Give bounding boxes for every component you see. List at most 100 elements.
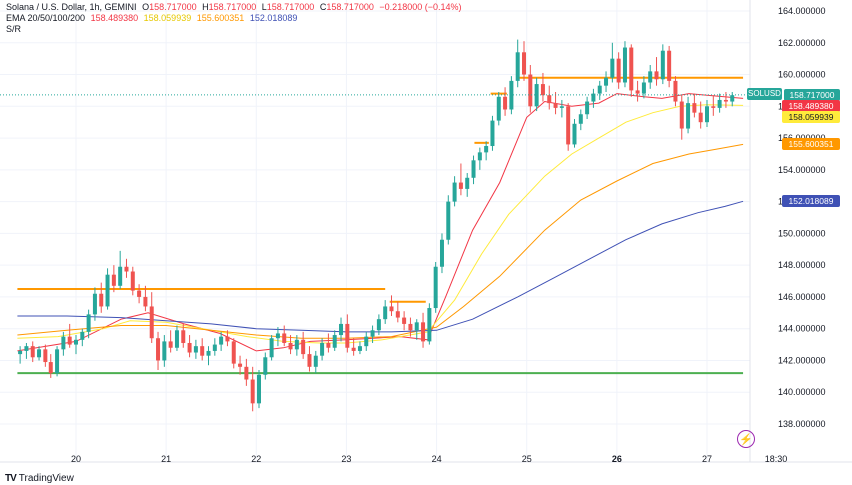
candle-body bbox=[55, 349, 60, 374]
candle-body bbox=[572, 123, 577, 145]
flash-icon[interactable]: ⚡ bbox=[737, 430, 755, 448]
candle-body bbox=[490, 120, 495, 147]
candle-body bbox=[686, 103, 691, 129]
ema-label: EMA 20/50/100/200 bbox=[6, 13, 86, 23]
candle-body bbox=[67, 336, 72, 345]
low-value: 158.717000 bbox=[266, 2, 315, 12]
candle-body bbox=[37, 349, 42, 358]
candle-body bbox=[282, 333, 287, 343]
candle-body bbox=[256, 374, 261, 404]
candle-body bbox=[219, 336, 224, 345]
candle-body bbox=[452, 182, 457, 202]
candle-body bbox=[339, 323, 344, 336]
candle-body bbox=[503, 96, 508, 110]
candle-body bbox=[206, 350, 211, 356]
time-tick-label: 27 bbox=[702, 454, 712, 464]
time-tick-label: 26 bbox=[612, 454, 622, 464]
candle-body bbox=[24, 346, 29, 351]
high-label: H bbox=[202, 2, 209, 12]
candle-body bbox=[585, 101, 590, 115]
candle-body bbox=[723, 99, 728, 102]
candle-body bbox=[622, 47, 627, 83]
candle-body bbox=[547, 95, 552, 104]
candle-body bbox=[667, 50, 672, 81]
candle-body bbox=[711, 106, 716, 108]
candle-body bbox=[61, 336, 66, 350]
price-tick-label: 144.000000 bbox=[778, 324, 826, 334]
ema-line-4 bbox=[17, 200, 744, 333]
candle-body bbox=[357, 346, 362, 351]
candle-body bbox=[414, 322, 419, 331]
candle-body bbox=[250, 379, 255, 404]
change-value: −0.218000 (−0.14%) bbox=[379, 2, 462, 12]
candle-body bbox=[616, 58, 621, 83]
candle-body bbox=[43, 349, 48, 363]
candle-body bbox=[383, 306, 388, 320]
candle-body bbox=[660, 50, 665, 80]
candle-body bbox=[591, 93, 596, 102]
candle-body bbox=[231, 341, 236, 364]
candle-body bbox=[515, 52, 520, 81]
price-tick-label: 162.000000 bbox=[778, 38, 826, 48]
tradingview-brand: TradingView bbox=[18, 473, 74, 484]
time-tick-label: 20 bbox=[71, 454, 81, 464]
candle-body bbox=[212, 344, 217, 351]
sr-label: S/R bbox=[6, 24, 22, 34]
candle-body bbox=[635, 90, 640, 94]
candle-body bbox=[193, 346, 198, 353]
price-tag-1: 158.717000 bbox=[784, 88, 840, 101]
candle-body bbox=[654, 71, 659, 80]
candle-body bbox=[364, 336, 369, 347]
candle-body bbox=[105, 274, 110, 307]
candle-body bbox=[143, 296, 148, 307]
candle-body bbox=[288, 342, 293, 350]
price-tick-label: 148.000000 bbox=[778, 260, 826, 270]
candle-body bbox=[162, 341, 167, 361]
high-value: 158.717000 bbox=[208, 2, 257, 12]
ema20-value: 158.489380 bbox=[90, 13, 139, 23]
candle-body bbox=[648, 71, 653, 83]
candle-body bbox=[48, 362, 53, 374]
candle-body bbox=[433, 266, 438, 309]
price-tag-2: 158.489380 bbox=[782, 99, 840, 112]
candle-body bbox=[446, 201, 451, 240]
candle-body bbox=[421, 322, 426, 342]
candle-body bbox=[80, 331, 85, 340]
price-axis[interactable]: 164.000000162.000000160.000000158.000000… bbox=[778, 6, 826, 429]
ema-lines bbox=[17, 93, 744, 352]
candle-body bbox=[458, 182, 463, 189]
price-tick-label: 156.000000 bbox=[778, 133, 826, 143]
candle-body bbox=[225, 336, 230, 342]
legend-sr-row: S/R bbox=[6, 24, 21, 35]
candle-body bbox=[522, 52, 527, 75]
tradingview-logo[interactable]: TV TradingView bbox=[5, 473, 74, 484]
low-label: L bbox=[261, 2, 267, 12]
ema-line-1 bbox=[17, 93, 744, 352]
candle-body bbox=[130, 271, 135, 291]
candle-body bbox=[477, 152, 482, 161]
candle-body bbox=[301, 339, 306, 355]
candle-body bbox=[389, 306, 394, 312]
candle-body bbox=[111, 274, 116, 286]
chart-grid bbox=[0, 0, 852, 463]
candle-body bbox=[465, 177, 470, 189]
candle-body bbox=[395, 311, 400, 318]
candle-body bbox=[641, 82, 646, 94]
candle-body bbox=[528, 74, 533, 107]
price-tick-label: 138.000000 bbox=[778, 419, 826, 429]
candle-body bbox=[174, 330, 179, 348]
candle-body bbox=[471, 160, 476, 178]
candle-body bbox=[332, 335, 337, 348]
candle-body bbox=[427, 308, 432, 342]
candle-body bbox=[118, 266, 123, 286]
candle-body bbox=[629, 47, 634, 91]
price-tick-label: 150.000000 bbox=[778, 228, 826, 238]
price-tick-label: 164.000000 bbox=[778, 6, 826, 16]
time-axis[interactable]: 20 21 22 23 24 25 26 27 18:30 bbox=[71, 454, 787, 464]
time-tick-label: 22 bbox=[251, 454, 261, 464]
candle-body bbox=[673, 80, 678, 102]
symbol-title: Solana / U.S. Dollar, 1h, GEMINI bbox=[6, 2, 137, 12]
candle-body bbox=[597, 85, 602, 94]
candle-body bbox=[578, 114, 583, 124]
